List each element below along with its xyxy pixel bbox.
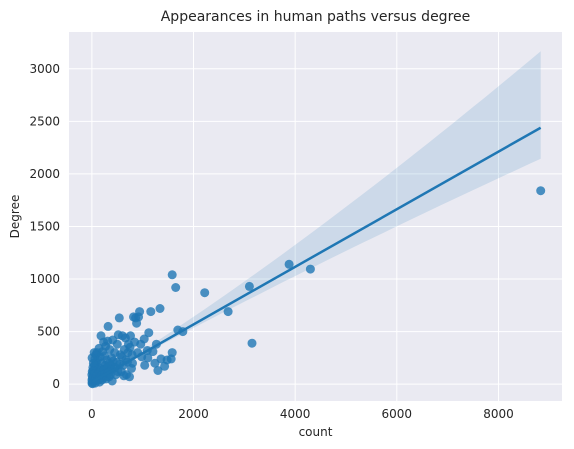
x-tick-label: 0 <box>88 407 96 421</box>
data-point <box>150 358 160 368</box>
y-tick-label: 1500 <box>29 219 60 233</box>
data-point <box>129 312 138 322</box>
x-tick-labels: 0 2000 4000 6000 8000 <box>88 407 514 421</box>
data-point <box>223 307 233 317</box>
data-point <box>144 328 154 338</box>
y-tick-label: 0 <box>52 377 60 391</box>
chart-title: Appearances in human paths versus degree <box>161 9 471 25</box>
x-tick-label: 4000 <box>280 407 311 421</box>
data-point <box>171 283 181 292</box>
x-tick-label: 2000 <box>178 407 209 421</box>
data-point <box>155 304 165 313</box>
data-point <box>96 331 106 341</box>
data-point <box>305 264 315 274</box>
data-point <box>167 270 177 280</box>
y-axis-label: Degree <box>8 195 22 239</box>
data-point <box>87 353 97 363</box>
data-point <box>140 360 150 370</box>
data-point <box>284 259 294 269</box>
data-point <box>200 288 210 298</box>
regression-line-group <box>91 126 542 384</box>
y-tick-label: 2500 <box>29 114 60 128</box>
data-point <box>119 371 129 381</box>
y-tick-labels: 0 500 1000 1500 2000 2500 3000 <box>29 62 60 391</box>
x-tick-label: 8000 <box>483 407 514 421</box>
data-point <box>244 281 254 291</box>
grid-lines <box>69 32 562 401</box>
y-tick-label: 2000 <box>29 167 60 181</box>
data-point <box>162 355 172 365</box>
regression-line <box>91 126 542 384</box>
data-point <box>114 313 124 323</box>
data-point <box>103 321 113 331</box>
x-tick-label: 6000 <box>382 407 413 421</box>
plot-background <box>69 32 562 401</box>
x-axis-label: count <box>299 425 333 439</box>
data-point <box>247 338 257 348</box>
y-tick-label: 3000 <box>29 62 60 76</box>
data-point <box>536 186 546 196</box>
y-tick-label: 1000 <box>29 272 60 286</box>
data-point <box>153 366 163 375</box>
y-tick-label: 500 <box>37 325 60 339</box>
data-point <box>130 337 140 347</box>
data-point <box>146 307 156 317</box>
